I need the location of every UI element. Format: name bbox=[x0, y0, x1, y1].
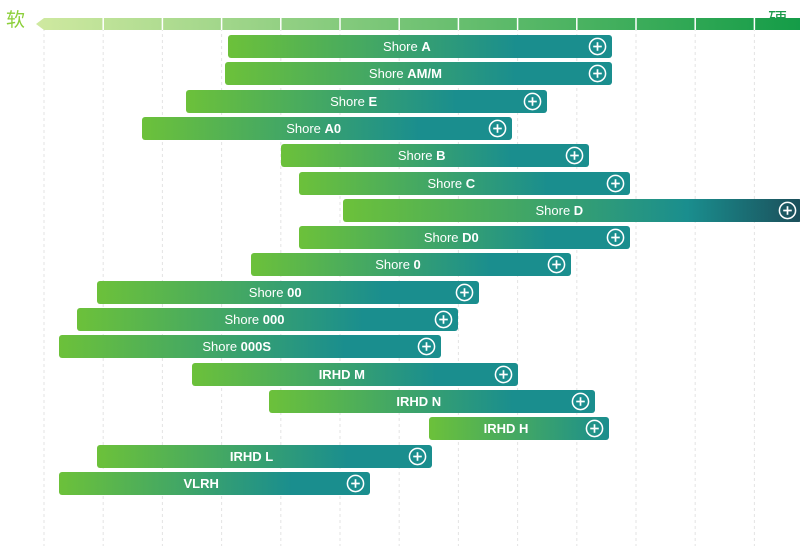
hardness-range-bar[interactable]: Shore D0 bbox=[298, 226, 631, 250]
bar-label: VLRH bbox=[183, 472, 218, 495]
bar-label: Shore 00 bbox=[249, 281, 302, 304]
bar-label: IRHD M bbox=[319, 363, 365, 386]
hardness-range-bar[interactable]: Shore C bbox=[298, 171, 631, 195]
bar-label-scale: IRHD L bbox=[229, 448, 274, 464]
plus-circle-icon[interactable] bbox=[585, 419, 604, 438]
bar-label-scale: 000 bbox=[262, 312, 285, 327]
hardness-range-bar[interactable]: IRHD N bbox=[268, 389, 595, 413]
hardness-range-bar[interactable]: Shore 000 bbox=[76, 308, 459, 331]
plus-circle-icon[interactable] bbox=[588, 64, 607, 83]
hardness-range-bar[interactable]: Shore B bbox=[280, 144, 589, 168]
bar-label-prefix: Shore bbox=[427, 175, 466, 191]
bar-label-prefix: Shore bbox=[535, 202, 574, 218]
hardness-range-bar[interactable]: Shore 000S bbox=[58, 335, 441, 359]
bar-label-scale: E bbox=[368, 93, 378, 109]
bar-label: IRHD N bbox=[396, 390, 441, 413]
bar-label-scale: B bbox=[436, 148, 446, 164]
bar-label-scale: IRHD M bbox=[318, 366, 365, 382]
plus-circle-icon[interactable] bbox=[455, 283, 474, 302]
bar-label-prefix: Shore bbox=[423, 230, 463, 246]
hardness-range-bar[interactable]: IRHD M bbox=[192, 362, 518, 386]
bar-label: Shore C bbox=[427, 172, 475, 195]
bar-label-scale: VLRH bbox=[183, 475, 219, 491]
bar-label-scale: AM/M bbox=[407, 66, 442, 82]
bar-label-scale: 0 bbox=[413, 257, 421, 273]
bar-label-scale: 00 bbox=[287, 284, 302, 300]
plus-circle-icon[interactable] bbox=[606, 174, 625, 193]
plus-circle-icon[interactable] bbox=[523, 92, 542, 111]
hardness-range-bar[interactable]: VLRH bbox=[58, 471, 370, 495]
hardness-range-bar[interactable]: Shore D bbox=[342, 198, 800, 222]
bar-label-scale: A0 bbox=[324, 120, 342, 136]
bar-label: Shore A0 bbox=[286, 117, 341, 140]
plus-circle-icon[interactable] bbox=[494, 365, 513, 384]
bar-label-prefix: Shore bbox=[330, 93, 369, 109]
bar-label: Shore A bbox=[383, 35, 431, 58]
bar-label-scale: D0 bbox=[462, 230, 479, 246]
bar-label: Shore 000 bbox=[224, 308, 284, 331]
bar-label: Shore AM/M bbox=[369, 62, 442, 85]
bar-label: Shore D0 bbox=[424, 226, 479, 249]
plus-circle-icon[interactable] bbox=[417, 337, 436, 356]
bar-label-scale: C bbox=[465, 175, 476, 191]
bar-label: IRHD H bbox=[484, 417, 529, 440]
plus-circle-icon[interactable] bbox=[434, 310, 453, 329]
bar-label: Shore B bbox=[398, 144, 446, 167]
bar-label: Shore D bbox=[535, 199, 583, 222]
bar-label-scale: IRHD N bbox=[396, 393, 442, 409]
bar-label: Shore E bbox=[330, 90, 377, 113]
plus-circle-icon[interactable] bbox=[571, 392, 590, 411]
plus-circle-icon[interactable] bbox=[346, 474, 365, 493]
bar-label-prefix: Shore bbox=[397, 148, 437, 164]
bar-label-prefix: Shore bbox=[286, 120, 325, 136]
bar-label-prefix: Shore bbox=[248, 284, 288, 300]
bar-label-prefix: Shore bbox=[202, 339, 241, 355]
hardness-range-bar[interactable]: Shore E bbox=[186, 89, 548, 113]
bar-label: Shore 000S bbox=[202, 335, 271, 358]
hardness-range-bar[interactable]: IRHD L bbox=[97, 444, 432, 468]
bar-label-prefix: Shore bbox=[383, 39, 422, 54]
plus-circle-icon[interactable] bbox=[778, 201, 797, 220]
hardness-range-bar[interactable]: Shore A0 bbox=[141, 116, 512, 140]
bar-label-prefix: Shore bbox=[375, 257, 414, 273]
hardness-range-bar[interactable]: Shore 00 bbox=[97, 280, 480, 304]
bar-label: IRHD L bbox=[230, 445, 273, 468]
bar-label: Shore 0 bbox=[375, 253, 421, 276]
plus-circle-icon[interactable] bbox=[408, 447, 427, 466]
bar-label-prefix: Shore bbox=[224, 312, 263, 327]
bar-label-scale: IRHD H bbox=[483, 421, 529, 437]
bar-label-scale: 000S bbox=[240, 339, 272, 355]
hardness-range-bar[interactable]: Shore 0 bbox=[251, 253, 571, 277]
plus-circle-icon[interactable] bbox=[588, 37, 607, 56]
plus-circle-icon[interactable] bbox=[488, 119, 507, 138]
hardness-range-bar[interactable]: IRHD H bbox=[428, 417, 610, 441]
plus-circle-icon[interactable] bbox=[547, 255, 566, 274]
hardness-range-bar[interactable]: Shore AM/M bbox=[224, 62, 613, 86]
hardness-range-bar[interactable]: Shore A bbox=[227, 35, 613, 58]
bar-label-prefix: Shore bbox=[368, 66, 408, 82]
plus-circle-icon[interactable] bbox=[565, 146, 584, 165]
plus-circle-icon[interactable] bbox=[606, 228, 625, 247]
bar-label-scale: A bbox=[421, 39, 431, 54]
hardness-scale-arrow bbox=[36, 18, 800, 30]
soft-end-label: 软 bbox=[6, 10, 26, 31]
bar-label-scale: D bbox=[573, 202, 584, 218]
